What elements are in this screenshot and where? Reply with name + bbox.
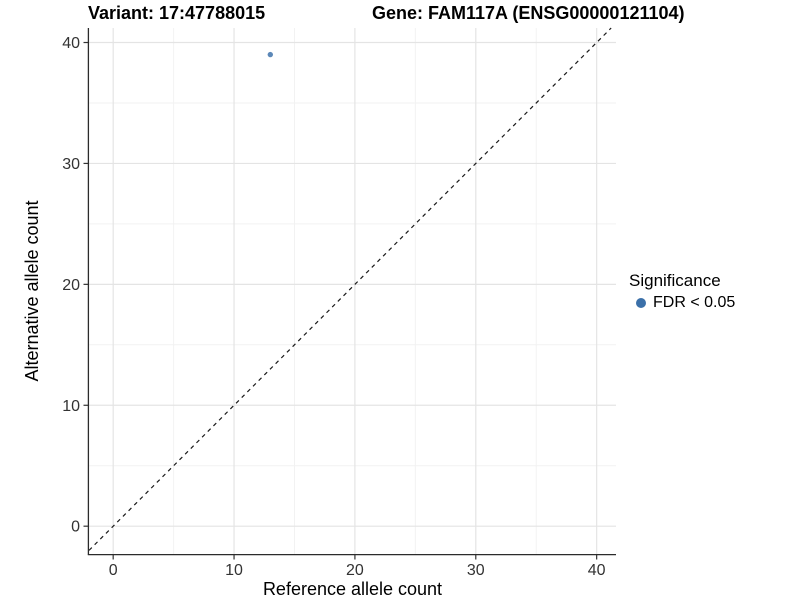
plot-title-gene: Gene: FAM117A (ENSG00000121104)	[372, 3, 685, 23]
legend-title: Significance	[629, 271, 721, 290]
plot-title-variant: Variant: 17:47788015	[88, 3, 266, 23]
y-axis-title: Alternative allele count	[22, 200, 42, 381]
legend: Significance FDR < 0.05	[629, 271, 735, 312]
x-tick-label: 40	[588, 562, 606, 579]
y-tick-label: 20	[62, 277, 80, 294]
y-tick-label: 30	[62, 156, 80, 173]
x-axis-title: Reference allele count	[263, 579, 442, 599]
identity-dashed-line	[88, 27, 612, 551]
legend-item-label: FDR < 0.05	[653, 294, 736, 311]
y-tick-label: 10	[62, 398, 80, 415]
x-tick-label: 10	[225, 562, 243, 579]
legend-item: FDR < 0.05	[629, 294, 735, 312]
x-tick-label: 0	[109, 562, 118, 579]
legend-point-marker-icon	[636, 298, 646, 308]
data-point	[267, 51, 274, 58]
y-tick-label: 40	[62, 35, 80, 52]
x-tick-label: 20	[346, 562, 364, 579]
y-tick-label: 0	[71, 519, 80, 536]
x-tick-label: 30	[467, 562, 485, 579]
